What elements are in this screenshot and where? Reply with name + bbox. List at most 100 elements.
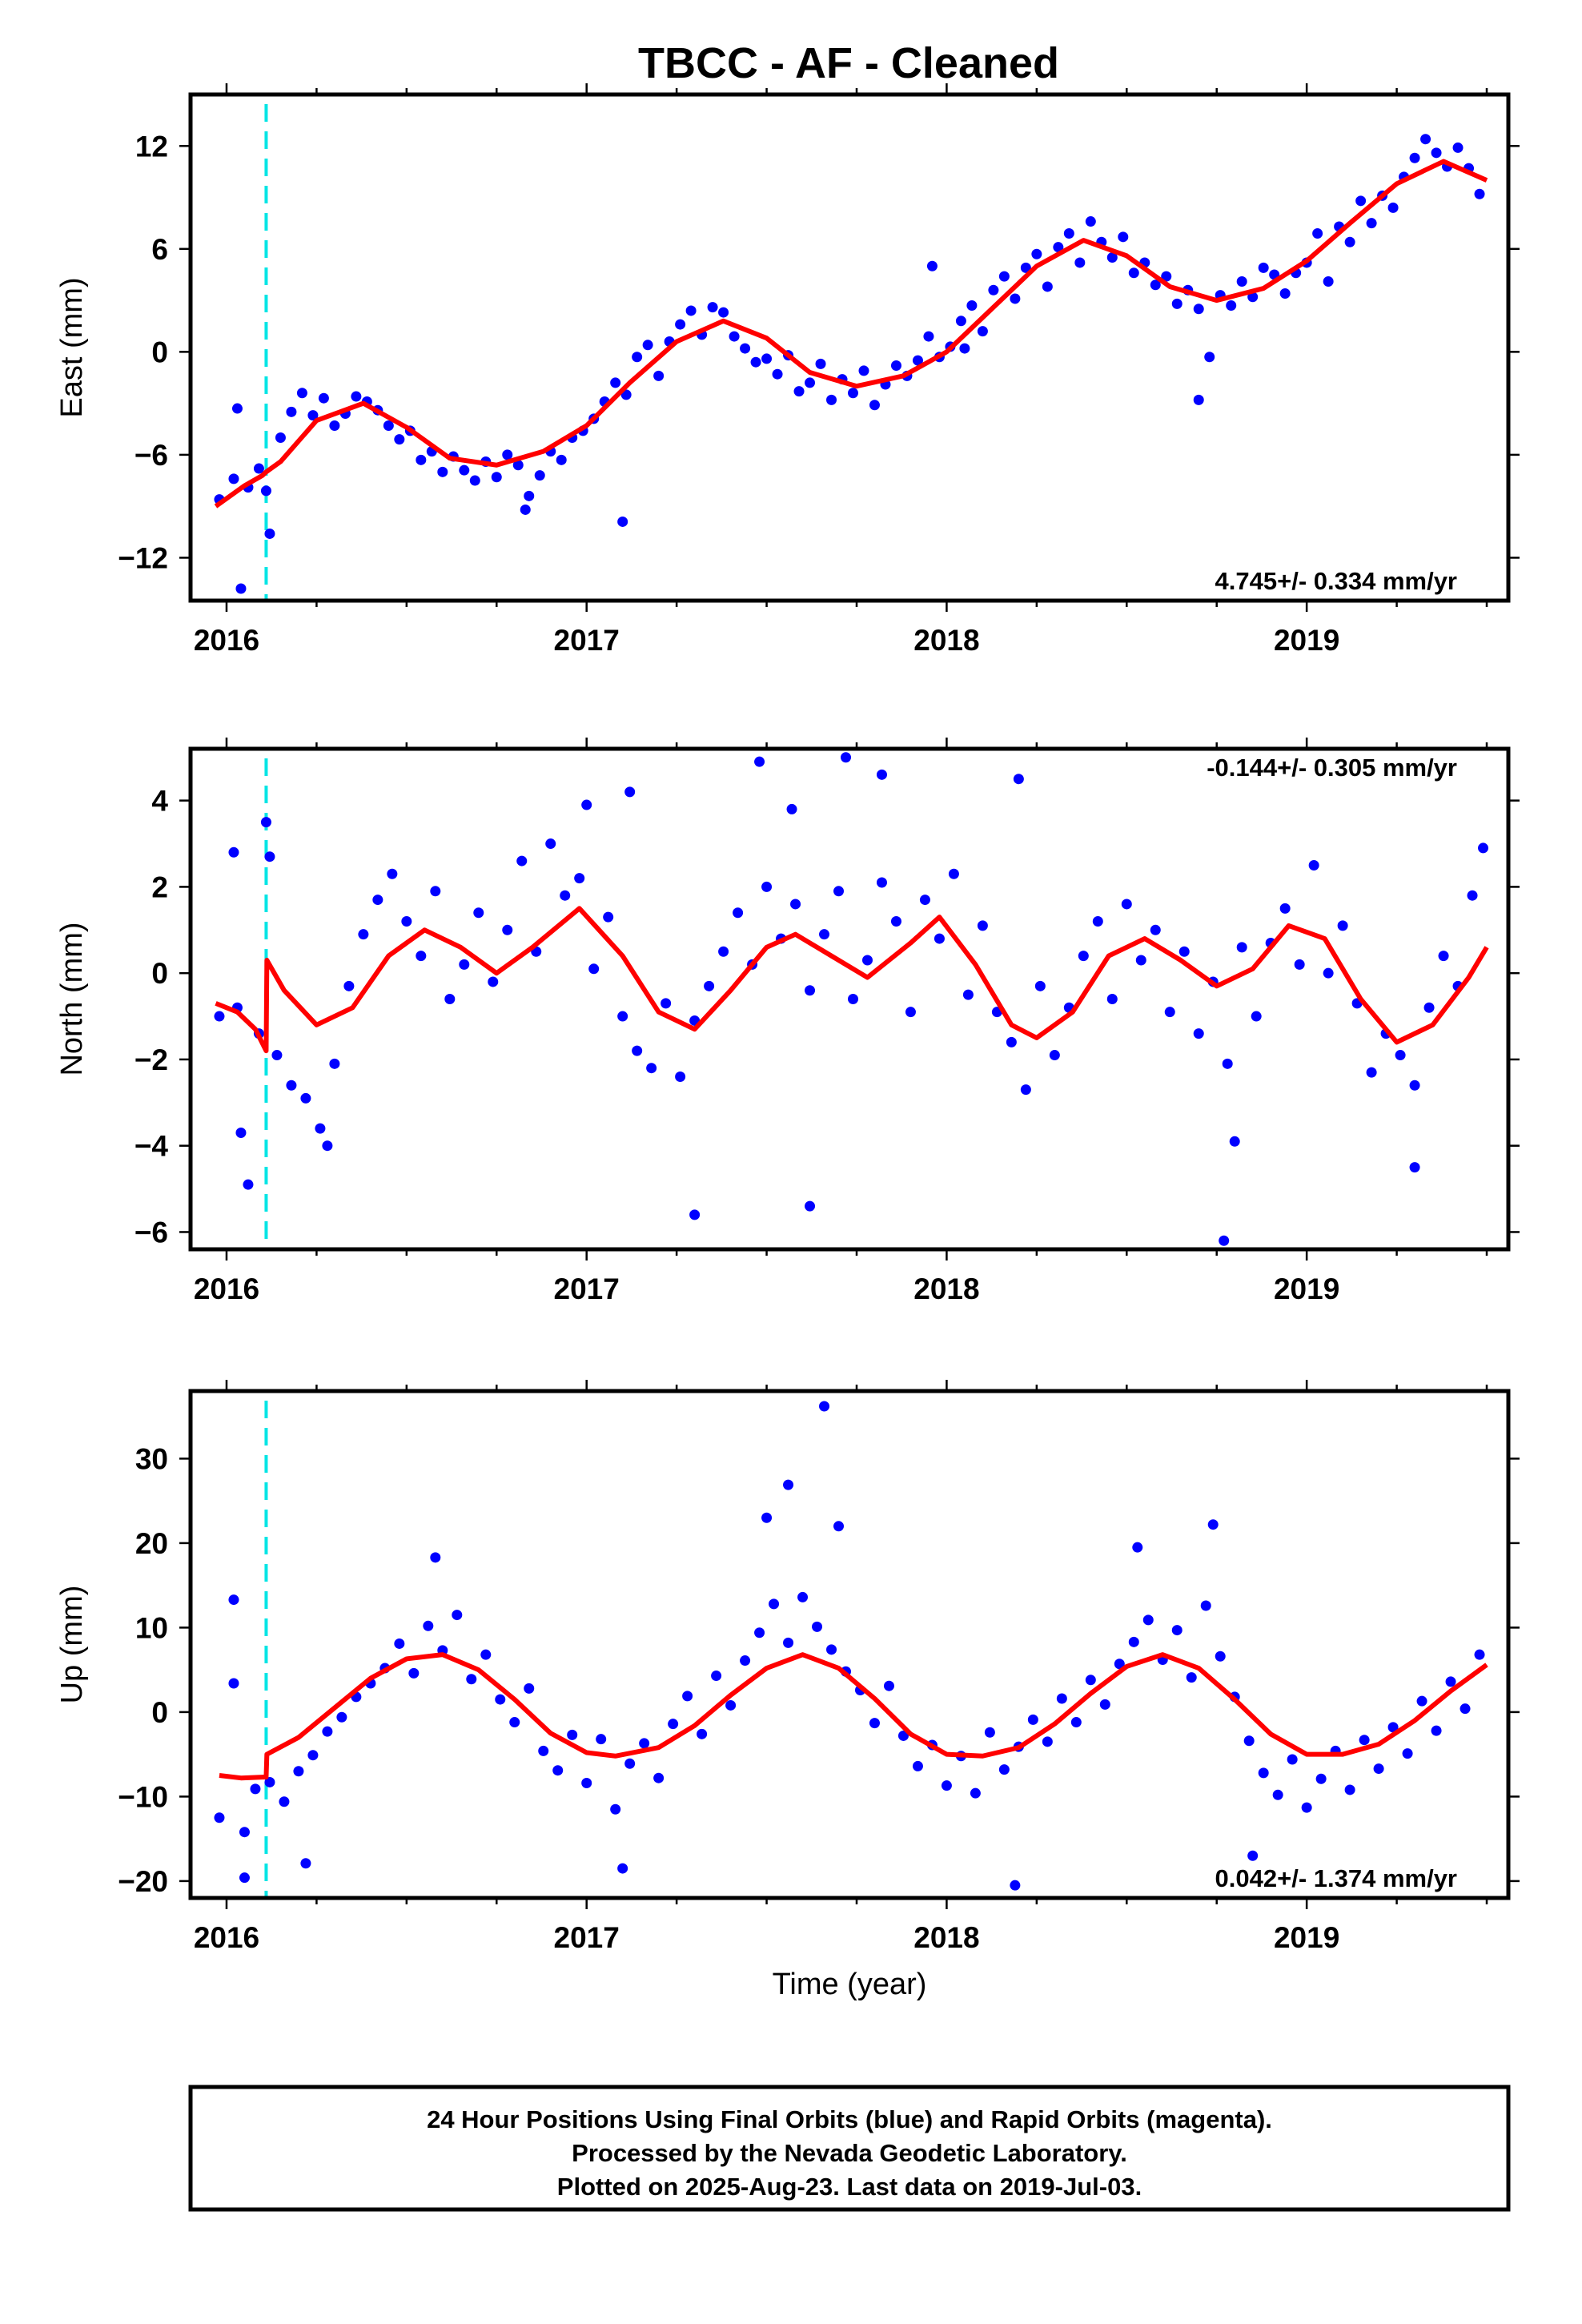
data-point	[1207, 1519, 1219, 1530]
data-point	[214, 1812, 225, 1823]
data-point	[329, 1058, 340, 1069]
data-point	[318, 392, 329, 404]
y-tick-label: 30	[135, 1442, 168, 1475]
data-point	[926, 260, 938, 271]
data-point	[239, 1827, 250, 1838]
data-point	[847, 994, 858, 1004]
data-point	[567, 1729, 578, 1740]
x-tick-label: 2017	[554, 624, 620, 657]
data-point	[617, 1011, 628, 1022]
data-point	[264, 851, 275, 862]
data-point	[1171, 298, 1182, 309]
data-point	[231, 403, 243, 414]
data-point	[271, 1050, 283, 1061]
data-point	[632, 352, 643, 363]
data-point	[1409, 1080, 1420, 1091]
data-point	[1474, 188, 1485, 199]
data-point	[1409, 152, 1420, 163]
y-tick-label: 4	[151, 785, 168, 818]
x-tick-label: 2016	[194, 1273, 259, 1305]
data-point	[1323, 276, 1334, 287]
data-point	[516, 855, 528, 866]
data-point	[1402, 1748, 1413, 1759]
y-tick-label: 10	[135, 1611, 168, 1644]
y-tick-label: 0	[151, 957, 168, 990]
data-point	[617, 516, 628, 527]
data-point	[235, 1128, 247, 1139]
y-tick-label: −12	[118, 541, 168, 574]
data-point	[1236, 276, 1247, 287]
data-point	[329, 420, 340, 431]
data-point	[793, 386, 805, 397]
data-point	[897, 1730, 909, 1741]
data-point	[1042, 1736, 1053, 1747]
y-tick-label: −6	[135, 1216, 168, 1248]
data-point	[754, 1627, 765, 1638]
data-point	[1150, 279, 1161, 291]
footer-frame	[188, 2085, 1511, 2212]
footer-line-1: 24 Hour Positions Using Final Orbits (bl…	[427, 2105, 1272, 2133]
data-point	[675, 1071, 686, 1082]
data-point	[653, 370, 665, 381]
data-point	[430, 886, 441, 897]
data-point	[905, 1007, 916, 1018]
data-point	[805, 985, 816, 996]
data-point	[1215, 1651, 1226, 1662]
y-tick-label: −20	[118, 1865, 168, 1898]
data-point	[383, 420, 394, 431]
data-point	[491, 472, 502, 483]
y-axis-label: Up (mm)	[55, 1586, 89, 1704]
data-point	[343, 980, 355, 991]
y-tick-label: −4	[135, 1130, 169, 1163]
data-point	[948, 868, 959, 879]
data-point	[1085, 216, 1096, 227]
data-point	[520, 504, 531, 515]
data-point	[1204, 352, 1215, 363]
data-point	[761, 353, 773, 364]
x-axis-label: Time (year)	[773, 1968, 927, 2001]
data-point	[876, 877, 887, 888]
data-point	[351, 391, 362, 402]
plot-area	[214, 104, 1488, 601]
y-tick-label: −2	[135, 1043, 168, 1076]
data-point	[1373, 1763, 1384, 1775]
x-tick-label: 2019	[1274, 1921, 1339, 1954]
data-point	[452, 1610, 463, 1621]
data-point	[1474, 1649, 1485, 1660]
x-tick-label: 2017	[554, 1273, 620, 1305]
data-point	[919, 895, 930, 906]
data-point	[1409, 1162, 1420, 1173]
data-point	[279, 1796, 290, 1807]
data-point	[639, 1738, 650, 1749]
data-point	[890, 916, 901, 927]
data-point	[408, 1667, 420, 1679]
data-point	[610, 377, 621, 388]
data-point	[833, 886, 845, 897]
data-point	[1020, 262, 1031, 273]
data-point	[1308, 859, 1319, 870]
y-tick-label: 12	[135, 130, 168, 163]
data-point	[1258, 262, 1269, 273]
data-point	[1085, 1675, 1096, 1686]
data-point	[632, 1045, 643, 1056]
data-point	[336, 1711, 347, 1723]
data-point	[239, 1872, 250, 1884]
data-point	[437, 466, 448, 477]
data-point	[790, 899, 801, 910]
figure-title: TBCC - AF - Cleaned	[638, 39, 1059, 87]
data-point	[858, 365, 869, 376]
data-point	[1121, 899, 1132, 910]
data-point	[1106, 252, 1118, 263]
data-point	[689, 1209, 701, 1220]
data-point	[322, 1726, 333, 1737]
x-tick-label: 2018	[913, 1921, 979, 1954]
x-tick-label: 2018	[913, 624, 979, 657]
data-point	[718, 307, 729, 318]
data-point	[754, 756, 765, 767]
data-point	[646, 1063, 657, 1074]
data-point	[1387, 1722, 1399, 1733]
y-axis-label: North (mm)	[55, 922, 89, 1076]
data-point	[772, 368, 783, 380]
data-point	[1294, 959, 1305, 970]
data-point	[286, 1080, 297, 1091]
